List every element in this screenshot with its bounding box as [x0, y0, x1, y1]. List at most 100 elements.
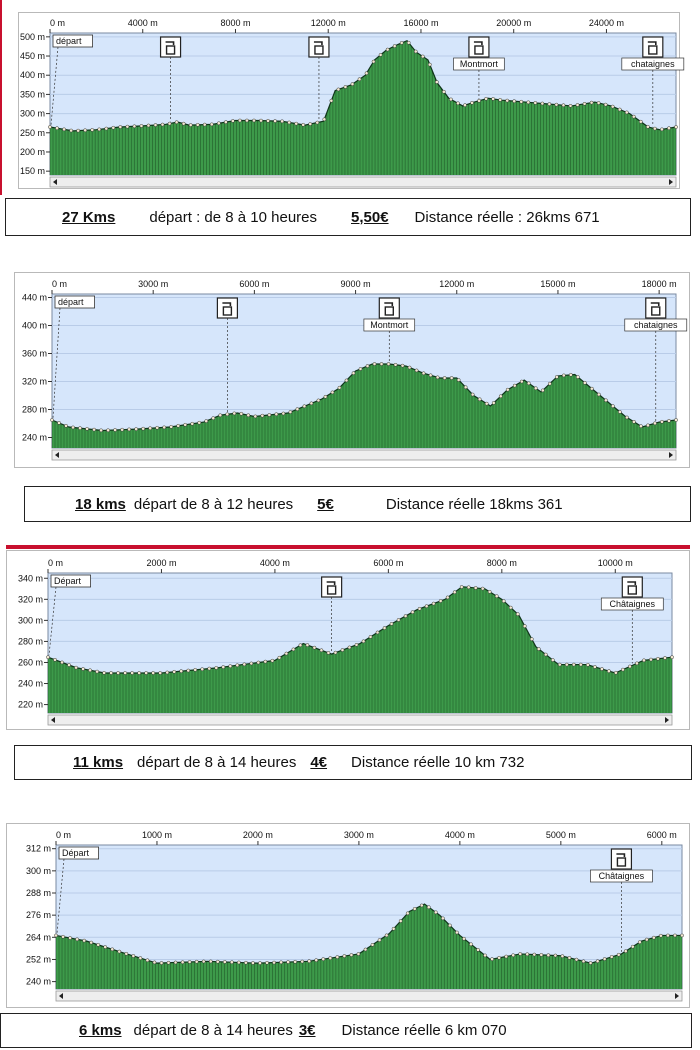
caption-price: 5€	[317, 495, 334, 513]
data-point	[483, 953, 487, 958]
data-point	[470, 100, 474, 105]
data-point	[442, 89, 446, 94]
data-point	[445, 595, 450, 600]
data-point	[385, 47, 390, 52]
data-point	[132, 124, 137, 129]
marker-label: chataignes	[631, 59, 675, 69]
data-point	[498, 394, 503, 399]
caption-real-distance: Distance réelle : 26kms 671	[414, 208, 600, 226]
x-tick-label: 3000 m	[138, 279, 168, 289]
data-point	[389, 622, 394, 626]
data-point	[225, 412, 230, 417]
data-point	[350, 82, 355, 86]
caption-price: 4€	[310, 754, 328, 771]
data-point	[625, 415, 629, 420]
data-point	[90, 128, 95, 132]
data-point	[280, 119, 284, 124]
data-point	[106, 428, 110, 433]
cup-icon	[326, 585, 337, 595]
data-point	[187, 960, 192, 964]
data-point	[208, 959, 213, 964]
data-point	[312, 645, 317, 650]
y-tick-label: 350 m	[20, 89, 45, 99]
data-point	[330, 390, 335, 395]
caption-price: 3€	[298, 1022, 316, 1039]
data-point	[173, 960, 178, 965]
data-point	[204, 419, 209, 423]
elevation-chart-4: 312 m 300 m 288 m 276 m 264 m 252 m 240 m 0 m 10…	[26, 830, 684, 1002]
x-tick-label: 12000 m	[439, 279, 474, 289]
cup-icon	[384, 306, 394, 316]
data-point	[252, 118, 256, 123]
data-point	[349, 953, 354, 957]
data-point	[621, 667, 625, 672]
caption-2: 18 kms départ de 8 à 12 heures 5€ Distan…	[24, 486, 691, 522]
data-point	[455, 930, 459, 935]
data-point	[336, 87, 341, 92]
data-point	[104, 126, 109, 131]
data-point	[244, 960, 248, 965]
data-point	[74, 665, 78, 670]
caption-4: 6 kms départ de 8 à 14 heures 3€ Distanc…	[0, 1013, 692, 1048]
data-point	[637, 940, 642, 945]
data-point	[638, 119, 643, 124]
data-point	[547, 381, 552, 386]
data-point	[433, 910, 438, 915]
tap-icon	[222, 302, 232, 306]
data-point	[144, 671, 149, 675]
data-point	[371, 59, 376, 64]
y-tick-label: 500 m	[20, 32, 45, 42]
data-point	[410, 610, 415, 614]
data-point	[602, 957, 607, 961]
data-point	[229, 960, 234, 965]
data-point	[190, 421, 195, 426]
data-point	[412, 907, 417, 911]
data-point	[628, 664, 632, 669]
data-point	[125, 124, 130, 129]
data-point	[309, 401, 314, 406]
data-point	[428, 373, 433, 378]
data-point	[469, 942, 473, 947]
data-point	[197, 420, 202, 425]
data-point	[473, 586, 478, 590]
cup-icon	[616, 857, 627, 867]
scroll-right-icon	[669, 179, 673, 185]
refreshment-marker	[308, 36, 330, 121]
elevation-chart-3: 340 m 320 m 300 m 280 m 260 m 240 m 220 m 0 m 20…	[18, 558, 674, 726]
x-tick-label: 18000 m	[642, 279, 677, 289]
data-point	[148, 426, 153, 431]
data-point	[511, 953, 516, 958]
data-point	[361, 639, 366, 644]
data-point	[635, 661, 639, 666]
refreshment-marker: Montmort	[363, 297, 416, 362]
data-point	[62, 127, 66, 132]
refreshment-marker: Châtaignes	[590, 848, 653, 952]
y-tick-label: 250 m	[20, 128, 45, 138]
caption-real-distance: Distance réelle 6 km 070	[341, 1022, 507, 1039]
data-point	[494, 594, 499, 599]
data-point	[214, 666, 219, 670]
data-point	[323, 394, 328, 399]
data-point	[71, 425, 75, 430]
y-tick-label: 360 m	[22, 349, 47, 359]
data-point	[95, 669, 99, 674]
scroll-right-icon	[675, 993, 679, 999]
data-point	[487, 589, 492, 594]
data-point	[249, 661, 254, 666]
data-point	[581, 959, 586, 964]
y-tick-label: 220 m	[18, 700, 43, 710]
data-point	[238, 118, 242, 123]
data-point	[540, 101, 545, 106]
data-point	[561, 373, 566, 378]
marker-label: Châtaignes	[599, 871, 645, 881]
data-point	[343, 85, 348, 89]
data-point	[375, 630, 380, 635]
data-point	[501, 599, 506, 603]
profile-panel-1: 500 m 450 m 400 m 350 m 300 m 250 m 200 m 150 m…	[0, 0, 690, 195]
data-point	[193, 668, 198, 672]
data-point	[158, 671, 163, 675]
profile-panel-3: 340 m 320 m 300 m 280 m 260 m 240 m 220 m 0 m 20…	[6, 545, 690, 730]
caption-real-distance: Distance réelle 18kms 361	[385, 495, 563, 513]
data-point	[554, 375, 559, 379]
data-point	[315, 120, 320, 125]
